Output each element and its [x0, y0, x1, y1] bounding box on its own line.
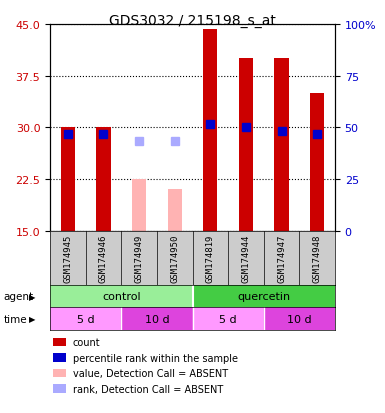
Bar	[53, 369, 66, 377]
Bar	[50, 308, 121, 330]
Text: GSM174948: GSM174948	[313, 234, 321, 282]
Bar	[53, 354, 66, 362]
Bar	[132, 180, 146, 231]
Text: percentile rank within the sample: percentile rank within the sample	[73, 353, 238, 363]
Text: 5 d: 5 d	[77, 314, 94, 324]
Text: GSM174819: GSM174819	[206, 234, 215, 282]
Text: GSM174947: GSM174947	[277, 234, 286, 282]
Bar	[53, 385, 66, 393]
Text: agent: agent	[4, 291, 34, 301]
Text: quercetin: quercetin	[237, 291, 290, 301]
Text: 10 d: 10 d	[287, 314, 311, 324]
Text: GSM174944: GSM174944	[241, 234, 250, 282]
Text: ▶: ▶	[29, 315, 36, 323]
Text: GSM174949: GSM174949	[135, 234, 144, 282]
Text: control: control	[102, 291, 141, 301]
Bar	[275, 59, 289, 231]
Text: GSM174945: GSM174945	[64, 234, 72, 282]
Bar	[239, 59, 253, 231]
Bar	[121, 308, 192, 330]
Bar	[167, 190, 182, 231]
Text: 10 d: 10 d	[145, 314, 169, 324]
Bar	[192, 308, 264, 330]
Text: ▶: ▶	[29, 292, 36, 301]
Text: GSM174946: GSM174946	[99, 234, 108, 282]
Text: GSM174950: GSM174950	[170, 234, 179, 282]
Text: value, Detection Call = ABSENT: value, Detection Call = ABSENT	[73, 368, 228, 378]
Bar	[61, 128, 75, 231]
Bar	[96, 128, 110, 231]
Text: 5 d: 5 d	[219, 314, 237, 324]
Text: rank, Detection Call = ABSENT: rank, Detection Call = ABSENT	[73, 384, 223, 394]
Bar	[53, 338, 66, 347]
Text: time: time	[4, 314, 27, 324]
Bar	[264, 308, 335, 330]
Text: count: count	[73, 337, 100, 347]
Bar	[310, 94, 324, 231]
Bar	[203, 30, 218, 231]
Text: GDS3032 / 215198_s_at: GDS3032 / 215198_s_at	[109, 14, 276, 28]
Bar	[192, 285, 335, 308]
